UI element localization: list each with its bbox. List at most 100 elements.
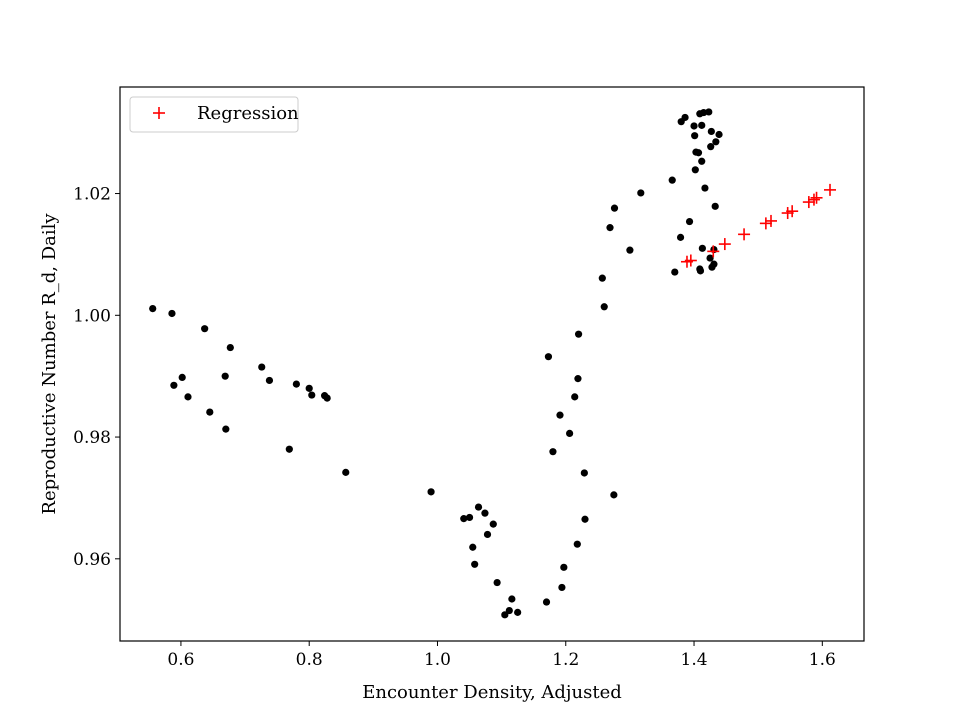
- x-tick-label: 1.0: [424, 650, 451, 670]
- data-point: [698, 244, 706, 252]
- plot-frame: [119, 86, 865, 642]
- legend-plus-marker: [153, 107, 165, 119]
- data-point: [226, 343, 234, 352]
- data-point: [698, 157, 706, 165]
- legend: Regression: [129, 96, 299, 133]
- data-point: [711, 202, 719, 210]
- data-point: [542, 598, 551, 606]
- data-point: [265, 376, 274, 385]
- data-point: [342, 468, 350, 476]
- data-point: [474, 503, 483, 511]
- data-point: [685, 217, 694, 226]
- data-point: [508, 595, 516, 603]
- x-tick-label: 0.6: [167, 650, 194, 670]
- data-point: [305, 384, 313, 392]
- data-point: [706, 254, 714, 262]
- data-point: [598, 274, 606, 282]
- regression-point: [802, 196, 815, 209]
- data-point: [323, 394, 331, 402]
- data-point: [469, 543, 477, 551]
- data-point: [465, 513, 474, 522]
- data-point: [710, 260, 718, 268]
- data-point: [606, 224, 614, 232]
- data-point: [481, 509, 489, 517]
- data-point: [691, 166, 699, 174]
- x-tick-label: 1.2: [552, 650, 579, 670]
- data-point: [610, 204, 619, 212]
- data-point: [427, 488, 435, 496]
- data-point: [580, 469, 588, 477]
- data-point: [574, 375, 582, 383]
- data-point: [549, 448, 557, 456]
- x-tick-label: 1.4: [681, 650, 708, 670]
- regression-point: [684, 254, 697, 267]
- data-point: [168, 309, 176, 318]
- data-point: [676, 233, 685, 241]
- data-point: [178, 373, 186, 381]
- data-point: [560, 563, 568, 571]
- data-point: [712, 138, 720, 146]
- data-point: [696, 267, 705, 275]
- data-point: [671, 268, 679, 276]
- data-point: [206, 408, 214, 416]
- data-point: [489, 520, 497, 528]
- data-point: [544, 353, 553, 361]
- data-point: [626, 246, 634, 254]
- x-tick-label: 0.8: [296, 650, 323, 670]
- data-point: [600, 303, 608, 311]
- data-point: [514, 608, 522, 616]
- x-axis-label: Encounter Density, Adjusted: [362, 682, 622, 703]
- data-point: [556, 411, 564, 419]
- data-point: [698, 121, 706, 129]
- data-point: [471, 560, 479, 568]
- y-tick-label: 0.98: [73, 428, 111, 448]
- data-point: [501, 611, 509, 619]
- data-point: [285, 445, 293, 453]
- data-point: [610, 491, 618, 499]
- x-axis-ticks: 0.6 0.8 1.0 1.2 1.4 1.6: [167, 641, 836, 670]
- data-point: [308, 391, 316, 399]
- data-point: [691, 132, 699, 140]
- data-point: [505, 606, 513, 615]
- y-tick-label: 0.96: [73, 550, 111, 570]
- data-point: [681, 113, 689, 122]
- y-tick-label: 1.00: [73, 306, 111, 326]
- legend-label-regression: Regression: [197, 103, 299, 124]
- data-point: [694, 149, 703, 157]
- data-point: [493, 578, 501, 587]
- data-point: [573, 540, 581, 548]
- data-point: [483, 530, 492, 539]
- data-point: [690, 122, 698, 130]
- regression-point: [765, 214, 777, 227]
- regression-point: [824, 183, 837, 196]
- plot-points: [149, 108, 837, 619]
- data-point: [637, 189, 645, 197]
- regression-point: [707, 245, 720, 258]
- data-point: [715, 130, 723, 139]
- x-tick-label: 1.6: [809, 650, 836, 670]
- data-point: [668, 176, 676, 184]
- data-point: [201, 325, 209, 333]
- regression-point: [738, 228, 751, 241]
- y-tick-label: 1.02: [73, 185, 111, 205]
- regression-point: [759, 217, 772, 230]
- data-point: [574, 330, 583, 338]
- y-axis-ticks: 0.96 0.98 1.00 1.02: [73, 185, 120, 570]
- data-point: [170, 381, 178, 389]
- data-point: [581, 515, 589, 523]
- data-point: [221, 372, 229, 380]
- data-point: [460, 515, 468, 523]
- data-point: [707, 143, 715, 151]
- data-point: [184, 393, 192, 401]
- data-point: [292, 380, 300, 388]
- regression-point: [810, 191, 823, 204]
- regression-point: [807, 193, 820, 206]
- regression-point: [718, 238, 731, 251]
- data-point: [707, 127, 715, 136]
- data-point: [149, 305, 157, 313]
- regression-point: [786, 205, 799, 218]
- data-point: [558, 583, 566, 592]
- data-point: [701, 184, 709, 192]
- data-point: [222, 425, 230, 433]
